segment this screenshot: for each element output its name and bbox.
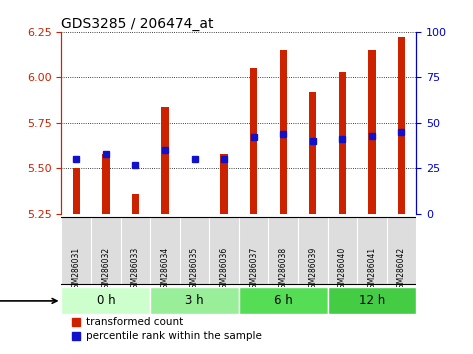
Bar bbox=[61, 217, 91, 284]
Text: GSM286032: GSM286032 bbox=[101, 247, 110, 293]
Bar bbox=[298, 217, 327, 284]
Bar bbox=[220, 154, 228, 214]
Bar bbox=[72, 169, 80, 214]
Text: GSM286031: GSM286031 bbox=[72, 247, 81, 293]
Bar bbox=[209, 217, 239, 284]
Bar bbox=[161, 107, 169, 214]
Bar bbox=[327, 287, 416, 314]
Text: 3 h: 3 h bbox=[185, 295, 204, 307]
Text: time: time bbox=[0, 295, 57, 307]
Text: GSM286040: GSM286040 bbox=[338, 247, 347, 293]
Bar bbox=[102, 154, 110, 214]
Bar bbox=[91, 217, 121, 284]
Bar bbox=[398, 37, 405, 214]
Text: GSM286041: GSM286041 bbox=[368, 247, 377, 293]
Bar bbox=[61, 287, 150, 314]
Text: 12 h: 12 h bbox=[359, 295, 385, 307]
Bar bbox=[180, 217, 209, 284]
Bar bbox=[387, 217, 416, 284]
Text: GSM286042: GSM286042 bbox=[397, 247, 406, 293]
Text: GSM286036: GSM286036 bbox=[219, 247, 228, 293]
Bar bbox=[368, 50, 376, 214]
Text: GSM286034: GSM286034 bbox=[160, 247, 169, 293]
Text: GSM286033: GSM286033 bbox=[131, 247, 140, 293]
Text: transformed count: transformed count bbox=[87, 317, 184, 327]
Bar bbox=[268, 217, 298, 284]
Bar bbox=[121, 217, 150, 284]
Bar bbox=[150, 217, 180, 284]
Text: GSM286035: GSM286035 bbox=[190, 247, 199, 293]
Bar bbox=[327, 217, 357, 284]
Text: GDS3285 / 206474_at: GDS3285 / 206474_at bbox=[61, 17, 214, 31]
Bar bbox=[131, 194, 139, 214]
Text: GSM286039: GSM286039 bbox=[308, 247, 317, 293]
Bar bbox=[280, 50, 287, 214]
Bar bbox=[357, 217, 387, 284]
Bar bbox=[250, 68, 257, 214]
Text: GSM286037: GSM286037 bbox=[249, 247, 258, 293]
Text: percentile rank within the sample: percentile rank within the sample bbox=[87, 331, 262, 341]
Bar bbox=[150, 287, 239, 314]
Bar bbox=[339, 72, 346, 214]
Bar bbox=[239, 217, 269, 284]
Bar bbox=[309, 92, 316, 214]
Text: 6 h: 6 h bbox=[274, 295, 293, 307]
Text: 0 h: 0 h bbox=[96, 295, 115, 307]
Bar bbox=[239, 287, 327, 314]
Text: GSM286038: GSM286038 bbox=[279, 247, 288, 293]
